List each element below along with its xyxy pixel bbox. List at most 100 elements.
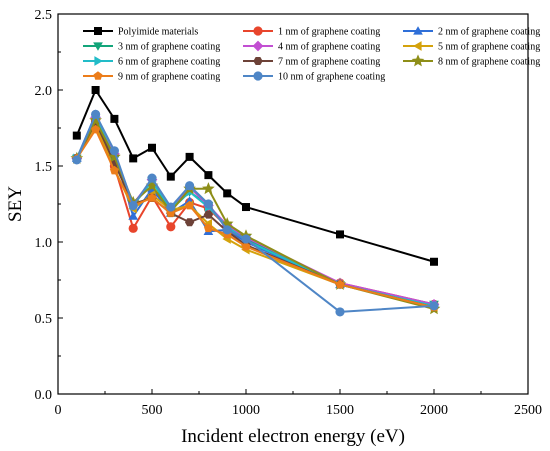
- series-line: [75, 120, 435, 309]
- legend-label: 10 nm of graphene coating: [278, 72, 385, 83]
- data-point: [147, 143, 156, 152]
- legend-marker: [253, 56, 263, 66]
- data-point: [128, 211, 139, 220]
- data-point: [72, 155, 82, 165]
- series-line: [75, 119, 435, 310]
- data-point: [241, 234, 251, 244]
- legend-entry: 2 nm of graphene coating: [403, 26, 540, 38]
- data-point: [335, 307, 345, 317]
- data-point: [166, 172, 175, 181]
- data-point: [203, 199, 213, 209]
- data-point: [91, 124, 101, 134]
- x-tick-label: 2500: [514, 403, 542, 418]
- y-tick-label: 0.0: [35, 388, 53, 403]
- data-point: [185, 200, 195, 210]
- legend-label: 2 nm of graphene coating: [438, 27, 540, 38]
- legend-marker: [252, 40, 264, 52]
- series-line: [75, 113, 435, 313]
- data-point: [223, 189, 232, 198]
- series-polyimide-materials: [72, 86, 438, 266]
- data-point: [129, 154, 138, 163]
- y-tick-label: 2.5: [35, 8, 53, 23]
- series-layer: [70, 86, 441, 317]
- legend-label: 1 nm of graphene coating: [278, 27, 380, 38]
- data-point: [203, 210, 214, 219]
- data-point: [185, 152, 194, 161]
- data-point: [72, 131, 81, 140]
- legend-marker: [253, 26, 263, 36]
- data-point: [185, 181, 195, 191]
- data-point: [128, 223, 138, 233]
- y-tick-label: 2.0: [35, 84, 53, 99]
- series-line: [75, 119, 435, 306]
- legend-entry: 3 nm of graphene coating: [83, 42, 220, 53]
- data-point: [128, 200, 138, 211]
- x-tick-label: 2000: [420, 403, 448, 418]
- legend-entry: 8 nm of graphene coating: [403, 54, 540, 68]
- legend-entry: 5 nm of graphene coating: [403, 41, 540, 53]
- legend-entry: 6 nm of graphene coating: [83, 56, 220, 68]
- y-tick-label: 1.0: [35, 236, 53, 251]
- legend: Polyimide materials 1 nm of graphene coat…: [83, 26, 540, 83]
- legend-label: 6 nm of graphene coating: [118, 57, 220, 68]
- data-point: [166, 222, 176, 232]
- data-point: [335, 279, 345, 289]
- series-10-nm-of-graphene-coating: [72, 109, 439, 317]
- data-point: [429, 257, 438, 266]
- legend-label: 3 nm of graphene coating: [118, 42, 220, 53]
- data-point: [204, 171, 213, 180]
- data-point: [184, 218, 195, 227]
- x-tick-label: 1000: [232, 403, 260, 418]
- data-point: [429, 301, 439, 311]
- data-point: [91, 86, 100, 95]
- data-point: [202, 182, 215, 195]
- legend-marker: [413, 41, 422, 51]
- data-point: [147, 193, 157, 202]
- data-point: [109, 146, 120, 156]
- y-tick-label: 1.5: [35, 160, 53, 175]
- legend-marker: [411, 54, 425, 67]
- data-point: [222, 225, 232, 235]
- legend-entry: Polyimide materials: [83, 27, 198, 38]
- series-5-nm-of-graphene-coating: [72, 120, 438, 313]
- y-axis-title: SEY: [5, 186, 26, 222]
- series-line: [75, 116, 435, 306]
- series-line: [75, 89, 435, 263]
- legend-marker: [93, 71, 103, 80]
- legend-entry: 1 nm of graphene coating: [243, 26, 380, 38]
- data-point: [166, 202, 176, 212]
- data-point: [110, 114, 119, 123]
- legend-entry: 10 nm of graphene coating: [243, 71, 385, 83]
- y-tick-label: 0.5: [35, 312, 53, 327]
- legend-label: Polyimide materials: [118, 27, 198, 38]
- data-point: [241, 241, 251, 251]
- legend-label: 5 nm of graphene coating: [438, 42, 540, 53]
- data-point: [203, 223, 213, 233]
- y-axis-ticks: 0.0 0.5 1.0 1.5 2.0 2.5: [35, 8, 63, 403]
- legend-label: 8 nm of graphene coating: [438, 57, 540, 68]
- legend-entry: 9 nm of graphene coating: [83, 71, 220, 83]
- legend-marker: [413, 26, 423, 35]
- legend-entry: 7 nm of graphene coating: [243, 57, 380, 68]
- legend-label: 7 nm of graphene coating: [278, 57, 380, 68]
- data-point: [241, 203, 250, 212]
- data-point: [335, 230, 344, 239]
- data-point: [109, 165, 119, 175]
- data-point: [91, 109, 101, 119]
- legend-label: 9 nm of graphene coating: [118, 72, 220, 83]
- x-tick-label: 0: [55, 403, 62, 418]
- series-line: [75, 128, 435, 309]
- legend-marker: [94, 26, 103, 35]
- legend-label: 4 nm of graphene coating: [278, 42, 380, 53]
- legend-marker: [253, 71, 263, 81]
- legend-marker: [93, 42, 103, 51]
- legend-marker: [94, 56, 103, 66]
- x-tick-label: 1500: [326, 403, 354, 418]
- series-line: [75, 119, 435, 306]
- data-point: [147, 173, 157, 183]
- x-axis-ticks: 0 500 1000 1500 2000 2500: [55, 389, 542, 418]
- series-line: [75, 116, 435, 307]
- x-axis-title: Incident electron energy (eV): [181, 426, 405, 447]
- series-9-nm-of-graphene-coating: [72, 124, 439, 312]
